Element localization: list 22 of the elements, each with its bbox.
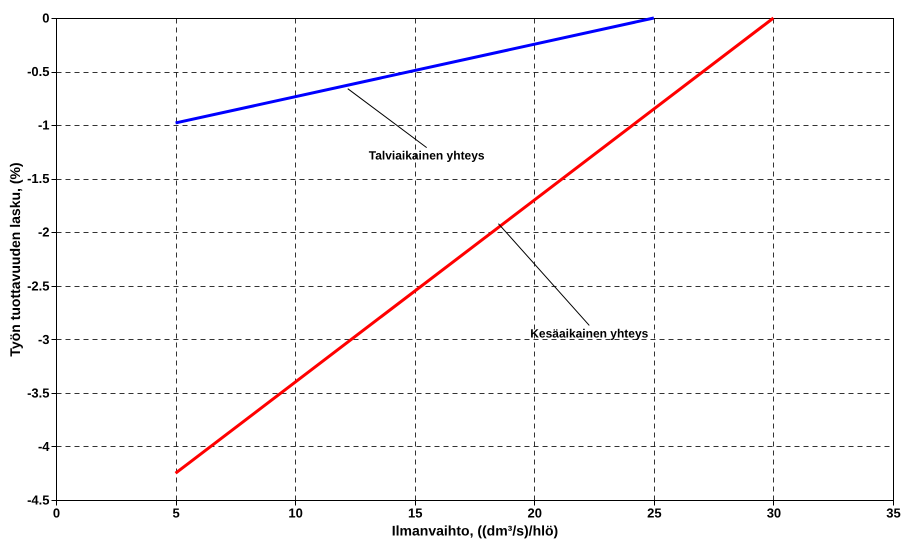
x-tick-label: 30 (766, 506, 782, 520)
x-tick-label: 5 (172, 506, 180, 520)
y-tick-label: 0 (42, 10, 50, 26)
annotation: Kesäaikainen yhteys (530, 326, 649, 340)
y-tick-label: -1 (38, 118, 50, 133)
x-axis-title: Ilmanvaihto, ((dm³/s)/hlö) (392, 522, 558, 538)
y-tick-label: -1.5 (27, 171, 50, 186)
y-tick-label: -3.5 (27, 385, 50, 400)
x-tick-label: 25 (647, 506, 662, 520)
y-tick-label: -2.5 (27, 278, 50, 294)
y-tick-label: -4 (38, 438, 50, 454)
annotation: Talviaikainen yhteys (368, 148, 485, 163)
x-tick-label: 20 (528, 506, 542, 520)
y-axis-title: Työn tuottavuuden lasku, (%) (7, 162, 24, 357)
y-tick-label: -2 (38, 224, 50, 240)
y-tick-label: -3 (38, 332, 50, 347)
y-tick-label: -4.5 (27, 492, 50, 508)
x-tick-label: 35 (886, 506, 901, 520)
x-tick-label: 15 (408, 506, 422, 520)
y-tick-label: -0.5 (27, 64, 50, 80)
x-tick-label: 0 (52, 506, 60, 520)
x-tick-label: 10 (288, 506, 303, 520)
